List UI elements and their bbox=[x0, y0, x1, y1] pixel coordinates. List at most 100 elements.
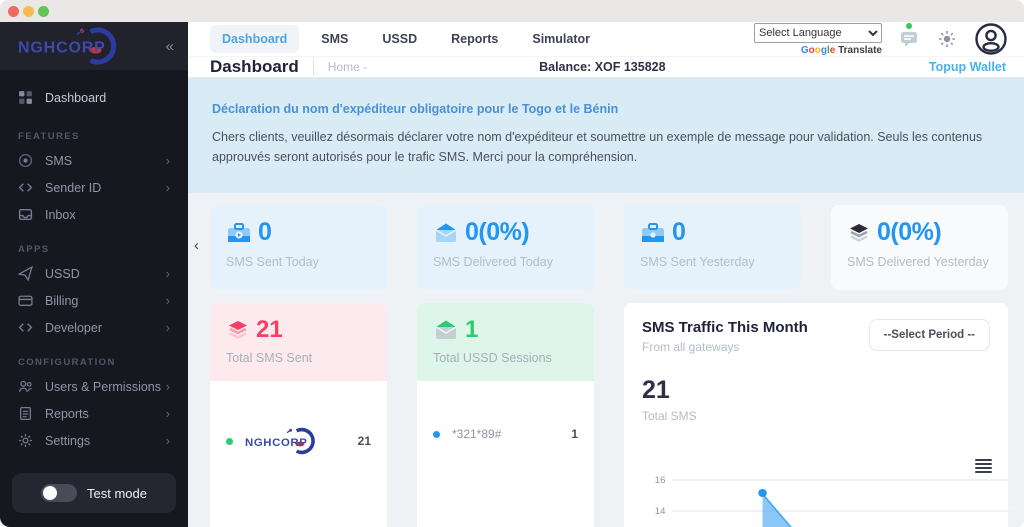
sidebar-item-label: Dashboard bbox=[45, 90, 107, 105]
tab-dashboard[interactable]: Dashboard bbox=[210, 25, 300, 53]
chat-bubble-icon bbox=[901, 32, 917, 47]
nghcorp-sender-logo: NGHCORP bbox=[245, 427, 315, 455]
developer-code-icon bbox=[18, 323, 33, 332]
breadcrumb[interactable]: Home - bbox=[327, 60, 368, 74]
page-header: Dashboard Home - Balance: XOF 135828 Top… bbox=[188, 56, 1024, 78]
window-close-button[interactable] bbox=[8, 5, 19, 17]
sender-count: 21 bbox=[357, 434, 371, 448]
briefcase-send-icon bbox=[228, 222, 250, 242]
inbox-icon bbox=[18, 208, 33, 221]
sidebar-section-apps: APPS bbox=[18, 244, 50, 255]
notice-body: Chers clients, veuillez désormais déclar… bbox=[212, 130, 983, 164]
traffic-area-chart: 16 14 bbox=[655, 475, 1018, 527]
stat-value: 0(0%) bbox=[877, 218, 942, 246]
theme-toggle-button[interactable] bbox=[938, 30, 956, 48]
stat-card-sms-delivered-today: 0(0%) SMS Delivered Today bbox=[417, 205, 594, 290]
sidebar-item-sender-id[interactable]: Sender ID › bbox=[0, 174, 188, 201]
chevron-right-icon: › bbox=[165, 406, 170, 421]
ussd-code: *321*89# bbox=[452, 427, 502, 441]
nghcorp-logo: NGHCORP bbox=[18, 27, 117, 65]
online-status-dot bbox=[906, 23, 912, 29]
svg-text:NGHCORP: NGHCORP bbox=[18, 40, 106, 57]
total-value: 21 bbox=[256, 316, 283, 343]
sidebar-item-label: Billing bbox=[45, 293, 79, 308]
top-navbar: Dashboard SMS USSD Reports Simulator Sel… bbox=[188, 22, 1024, 56]
sender-list-item[interactable]: NGHCORP 21 bbox=[226, 427, 371, 455]
stat-card-sms-sent-yesterday: 0 SMS Sent Yesterday bbox=[624, 205, 801, 290]
chevron-right-icon: › bbox=[165, 379, 170, 394]
layers-icon bbox=[850, 223, 868, 242]
divider bbox=[312, 58, 314, 76]
sidebar: NGHCORP « Dashboard FEATURES bbox=[0, 22, 188, 527]
main-area: Dashboard SMS USSD Reports Simulator Sel… bbox=[188, 22, 1024, 527]
sidebar-item-label: SMS bbox=[45, 153, 73, 168]
sidebar-item-developer[interactable]: Developer › bbox=[0, 314, 188, 341]
series-line bbox=[761, 493, 792, 527]
chat-button[interactable] bbox=[900, 23, 920, 48]
totals-row: 21 Total SMS Sent bbox=[210, 303, 1018, 527]
test-mode-label: Test mode bbox=[87, 485, 147, 501]
window-zoom-button[interactable] bbox=[38, 5, 49, 17]
ussd-list-item[interactable]: *321*89# 1 bbox=[433, 427, 578, 441]
test-mode-toggle[interactable]: Test mode bbox=[12, 473, 176, 513]
sidebar-item-label: Settings bbox=[45, 433, 91, 448]
sidebar-item-inbox[interactable]: Inbox bbox=[0, 201, 188, 228]
sidebar-item-users-permissions[interactable]: Users & Permissions › bbox=[0, 373, 188, 400]
dashboard-content: ‹ 0 SMS Sent bbox=[188, 193, 1024, 527]
google-translate-brand: Google Translate bbox=[801, 45, 882, 56]
sidebar-item-ussd[interactable]: USSD › bbox=[0, 260, 188, 287]
google-logo: Google bbox=[800, 44, 836, 56]
total-sms-sent-card: 21 Total SMS Sent bbox=[210, 303, 387, 527]
sidebar-item-reports[interactable]: Reports › bbox=[0, 400, 188, 427]
sidebar-item-label: USSD bbox=[45, 266, 80, 281]
sidebar-item-label: Reports bbox=[45, 406, 89, 421]
paper-plane-icon bbox=[18, 266, 33, 281]
total-ussd-sessions-card: 1 Total USSD Sessions *321*89# 1 bbox=[417, 303, 594, 527]
sidebar-item-settings[interactable]: Settings › bbox=[0, 427, 188, 454]
topup-wallet-link[interactable]: Topup Wallet bbox=[928, 60, 1006, 74]
stat-label: SMS Delivered Yesterday bbox=[847, 255, 989, 269]
language-select[interactable]: Select Language bbox=[754, 22, 882, 43]
sun-icon bbox=[939, 31, 955, 47]
stat-label: SMS Delivered Today bbox=[433, 255, 553, 269]
tab-simulator[interactable]: Simulator bbox=[532, 32, 591, 46]
chart-total-label: Total SMS bbox=[642, 409, 697, 423]
tab-ussd[interactable]: USSD bbox=[382, 32, 418, 46]
sidebar-item-sms[interactable]: SMS › bbox=[0, 147, 188, 174]
carousel-prev-button[interactable]: ‹ bbox=[194, 237, 199, 254]
chevron-right-icon: › bbox=[165, 433, 170, 448]
svg-text:NGHCORP: NGHCORP bbox=[245, 437, 307, 449]
code-brackets-icon bbox=[18, 183, 33, 192]
total-label: Total USSD Sessions bbox=[433, 351, 552, 365]
notice-title: Déclaration du nom d'expéditeur obligato… bbox=[212, 102, 619, 116]
status-dot-green bbox=[226, 437, 233, 445]
total-label: Total SMS Sent bbox=[226, 351, 313, 365]
sidebar-item-dashboard[interactable]: Dashboard bbox=[0, 78, 188, 115]
toggle-track[interactable] bbox=[41, 484, 77, 502]
layers-red-icon bbox=[229, 321, 247, 339]
wallet-balance: Balance: XOF 135828 bbox=[539, 60, 666, 74]
user-menu-button[interactable] bbox=[974, 22, 1008, 56]
app-shell: NGHCORP « Dashboard FEATURES bbox=[0, 22, 1024, 527]
window-minimize-button[interactable] bbox=[23, 5, 34, 17]
stat-value: 0(0%) bbox=[465, 218, 530, 246]
ytick-14: 14 bbox=[655, 506, 666, 516]
select-period-button[interactable]: --Select Period -- bbox=[868, 319, 990, 351]
chevron-right-icon: › bbox=[165, 293, 170, 308]
sidebar-collapse-button[interactable]: « bbox=[165, 37, 174, 55]
sidebar-nav: Dashboard FEATURES SMS › Sender ID bbox=[0, 70, 188, 454]
sidebar-item-label: Inbox bbox=[45, 207, 76, 222]
data-point bbox=[758, 489, 767, 497]
chart-subtitle: From all gateways bbox=[642, 340, 740, 354]
tab-sms[interactable]: SMS bbox=[321, 32, 349, 46]
briefcase-icon bbox=[642, 222, 664, 242]
sidebar-item-billing[interactable]: Billing › bbox=[0, 287, 188, 314]
stat-label: SMS Sent Today bbox=[226, 255, 319, 269]
chart-total-value: 21 bbox=[642, 376, 670, 404]
stats-row: 0 SMS Sent Today 0(0%) bbox=[210, 205, 1008, 290]
chart-menu-button[interactable] bbox=[975, 459, 992, 473]
chevron-right-icon: › bbox=[165, 320, 170, 335]
translate-label: Translate bbox=[838, 44, 882, 56]
dashboard-grid-icon bbox=[19, 91, 32, 104]
tab-reports[interactable]: Reports bbox=[451, 32, 499, 46]
